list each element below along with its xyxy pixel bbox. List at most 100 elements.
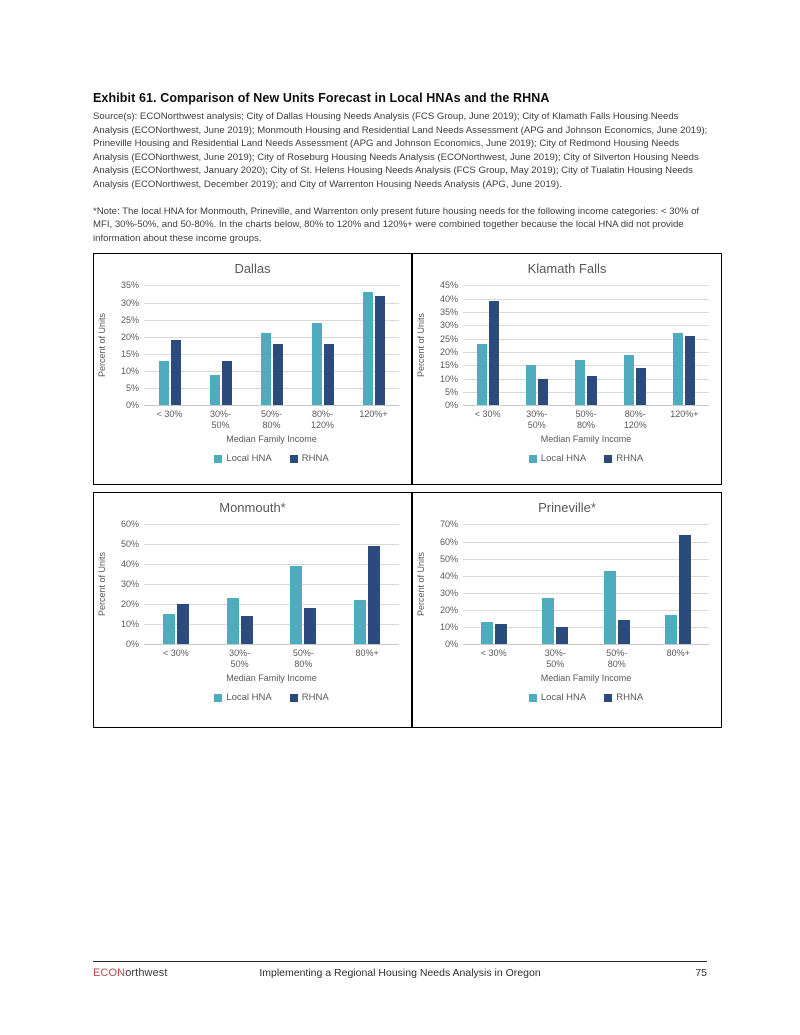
bar-group — [348, 292, 399, 406]
gridline — [463, 627, 709, 629]
bar-group — [463, 301, 512, 406]
gridline — [463, 338, 709, 340]
plot-right-pad — [709, 524, 721, 644]
y-axis-tick-label: 50% — [439, 553, 458, 564]
legend: Local HNA RHNA — [451, 692, 721, 703]
x-axis: < 30% 30%- 50% 50%- 80% 80%- 120% 120%+ — [144, 409, 399, 431]
bar-rhna — [488, 301, 499, 406]
gridline — [144, 405, 399, 407]
chart-klamath-falls: Klamath Falls Percent of Units 0% 5% 10% 15… — [412, 253, 722, 486]
bar-rhna — [537, 378, 548, 406]
bar-local-hna — [209, 374, 220, 406]
x-axis-tick-label: 50%- 80% — [606, 648, 628, 670]
bar-local-hna — [525, 365, 536, 406]
exhibit-title: Exhibit 61. Comparison of New Units Fore… — [93, 91, 550, 105]
legend: Local HNA RHNA — [451, 453, 721, 464]
logo-text-dark: orthwest — [125, 967, 168, 979]
legend: Local HNA RHNA — [132, 692, 411, 703]
bars-layer — [463, 285, 709, 406]
gridline — [463, 325, 709, 327]
gridline — [144, 388, 399, 390]
y-axis-tick-label: 40% — [439, 293, 458, 304]
x-axis-tick-label: 30%- 50% — [209, 409, 231, 431]
x-axis-tick-label: 30%- 50% — [544, 648, 566, 670]
bar-group — [208, 598, 272, 645]
y-axis: 0% 5% 10% 15% 20% 25% 30% 35% 40% 45% — [429, 280, 463, 410]
bar-local-hna — [158, 360, 169, 406]
gridline — [463, 285, 709, 287]
local-hna-swatch-icon — [214, 693, 223, 702]
chart-body: Percent of Units 0% 5% 10% 15% 20% 25% 30% 35% 4… — [413, 280, 721, 410]
plot-area — [144, 524, 399, 646]
y-axis-tick-label: 20% — [439, 605, 458, 616]
bar-rhna — [587, 376, 597, 406]
bar-local-hna — [480, 622, 493, 645]
bar-local-hna — [290, 566, 303, 645]
legend: Local HNA RHNA — [132, 453, 411, 464]
x-axis-tick-label: 30%- 50% — [526, 409, 548, 431]
bar-local-hna — [542, 598, 555, 645]
y-axis-title-cell: Percent of Units — [94, 524, 110, 644]
bar-rhna — [240, 616, 253, 645]
legend-label: RHNA — [301, 453, 329, 465]
y-axis-tick-label: 60% — [439, 536, 458, 547]
y-axis-tick-label: 30% — [120, 579, 139, 590]
plot-area — [144, 285, 399, 407]
gridline — [144, 336, 399, 338]
bar-local-hna — [260, 333, 271, 406]
bar-rhna — [617, 620, 630, 645]
y-axis-tick-label: 30% — [439, 320, 458, 331]
source-text: Source(s): ECONorthwest analysis; City o… — [93, 111, 708, 191]
y-axis-tick-label: 0% — [125, 639, 139, 650]
chart-body: Percent of Units 0% 10% 20% 30% 40% 50% 60% — [94, 519, 411, 649]
bar-local-hna — [575, 360, 585, 406]
bar-rhna — [272, 343, 283, 406]
x-axis-title: Median Family Income — [540, 434, 632, 445]
bar-local-hna — [311, 323, 322, 406]
local-hna-swatch-icon — [214, 454, 223, 463]
logo-text-red: ECON — [93, 967, 126, 979]
bar-rhna — [368, 546, 381, 645]
bar-group — [611, 354, 660, 406]
gridline — [463, 392, 709, 394]
gridline — [144, 524, 399, 526]
gridline — [463, 524, 709, 526]
y-axis-title: Percent of Units — [97, 552, 107, 617]
bar-local-hna — [603, 570, 616, 645]
gridline — [144, 644, 399, 646]
legend-label: RHNA — [301, 692, 329, 704]
x-axis-title: Median Family Income — [226, 673, 317, 684]
y-axis-tick-label: 5% — [125, 383, 139, 394]
legend-label: Local HNA — [226, 692, 272, 704]
legend-label: RHNA — [616, 453, 644, 465]
y-axis-tick-label: 40% — [120, 559, 139, 570]
gridline — [463, 575, 709, 577]
y-axis-tick-label: 35% — [439, 307, 458, 318]
gridline — [463, 558, 709, 560]
x-axis-tick-label: 50%- 80% — [260, 409, 282, 431]
x-axis-tick-label: 50%- 80% — [292, 648, 314, 670]
y-axis-title: Percent of Units — [416, 552, 426, 617]
chart-dallas: Dallas Percent of Units 0% 5% 10% 15% 20% 25%… — [93, 253, 412, 486]
gridline — [463, 644, 709, 646]
plot-right-pad — [399, 524, 411, 644]
gridline — [463, 378, 709, 380]
y-axis-tick-label: 0% — [125, 400, 139, 411]
chart-prineville: Prineville* Percent of Units 0% 10% 20% 30%… — [412, 492, 722, 729]
bars-layer — [144, 524, 399, 645]
x-axis-tick-label: 80%+ — [666, 648, 690, 659]
legend-item-rhna: RHNA — [604, 692, 643, 703]
y-axis-tick-label: 25% — [120, 314, 139, 325]
legend-label: Local HNA — [540, 692, 587, 704]
gridline — [144, 319, 399, 321]
bar-rhna — [221, 360, 232, 406]
chart-body: Percent of Units 0% 10% 20% 30% 40% 50% 60% 70% — [413, 519, 721, 649]
y-axis-tick-label: 0% — [444, 639, 458, 650]
note-text: *Note: The local HNA for Monmouth, Prine… — [93, 205, 700, 244]
x-axis-tick-label: < 30% — [156, 409, 183, 420]
bar-group — [525, 598, 587, 645]
bar-local-hna — [162, 614, 175, 645]
bar-group — [335, 546, 399, 645]
bars-layer — [463, 524, 709, 645]
